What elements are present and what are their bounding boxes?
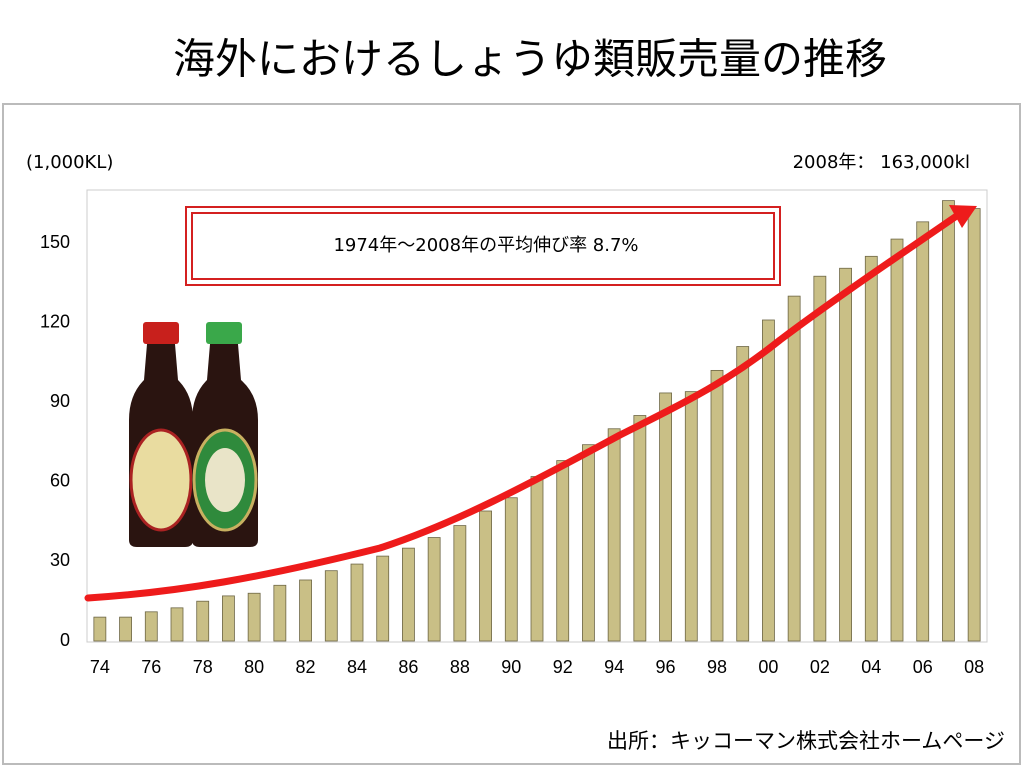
bar (710, 369, 724, 642)
bar (427, 537, 441, 642)
bar (530, 476, 544, 642)
x-tick-label: 90 (501, 657, 521, 677)
bar (813, 275, 827, 642)
x-tick-label: 94 (604, 657, 624, 677)
x-tick-label: 92 (553, 657, 573, 677)
x-tick-label: 06 (913, 657, 933, 677)
x-tick-label: 84 (347, 657, 367, 677)
bar (942, 200, 955, 642)
bar (967, 208, 981, 642)
bar (299, 579, 312, 642)
x-tick-label: 08 (964, 657, 984, 677)
product-photo (129, 320, 260, 548)
bar (402, 547, 415, 642)
bar (119, 616, 132, 642)
bar (504, 497, 518, 642)
bar (273, 584, 287, 642)
y-tick-label: 0 (60, 630, 70, 650)
bar (93, 616, 107, 642)
bar (453, 525, 467, 642)
y-tick-label: 60 (50, 471, 70, 491)
bar (222, 595, 235, 642)
x-tick-label: 86 (398, 657, 418, 677)
y-tick-label: 120 (40, 311, 70, 331)
trend-arrowhead (949, 205, 977, 228)
slide-title: 海外におけるしょうゆ類販売量の推移 (173, 35, 887, 84)
x-tick-label: 82 (296, 657, 316, 677)
bar (350, 563, 364, 642)
x-tick-label: 00 (758, 657, 778, 677)
bar (144, 611, 158, 642)
bar (196, 600, 210, 642)
bar (170, 607, 184, 642)
bar (762, 319, 775, 642)
bar (736, 346, 750, 642)
bar (556, 460, 570, 642)
bar (916, 221, 930, 642)
latest-annotation: 2008年： 163,000kl (793, 152, 970, 173)
bar (659, 392, 672, 642)
bar (890, 238, 904, 642)
bar (787, 295, 801, 642)
bar (864, 255, 878, 642)
bar (607, 428, 621, 642)
y-tick-label: 150 (40, 232, 70, 252)
bar (633, 415, 647, 642)
x-tick-label: 88 (450, 657, 470, 677)
annotation-box-outer (185, 206, 781, 286)
bar (376, 555, 390, 642)
y-tick-label: 90 (50, 391, 70, 411)
bar (684, 391, 698, 642)
bar (324, 570, 338, 642)
bar (839, 267, 852, 642)
x-tick-label: 98 (707, 657, 727, 677)
growth-annotation: 1974年～2008年の平均伸び率 8.7% (333, 235, 638, 256)
bar (247, 592, 261, 642)
x-tick-label: 78 (193, 657, 213, 677)
source-note: 出所：キッコーマン株式会社ホームページ (607, 729, 1005, 753)
bar (479, 510, 492, 642)
y-axis-label: (1,000KL) (26, 152, 113, 173)
y-tick-label: 30 (50, 550, 70, 570)
x-tick-label: 02 (810, 657, 830, 677)
bar (582, 444, 595, 642)
x-tick-label: 74 (90, 657, 110, 677)
annotation-box-inner (191, 212, 775, 280)
x-tick-label: 80 (244, 657, 264, 677)
trend-arrow (84, 211, 962, 602)
x-tick-label: 96 (656, 657, 676, 677)
x-tick-label: 76 (141, 657, 161, 677)
x-tick-label: 04 (861, 657, 881, 677)
